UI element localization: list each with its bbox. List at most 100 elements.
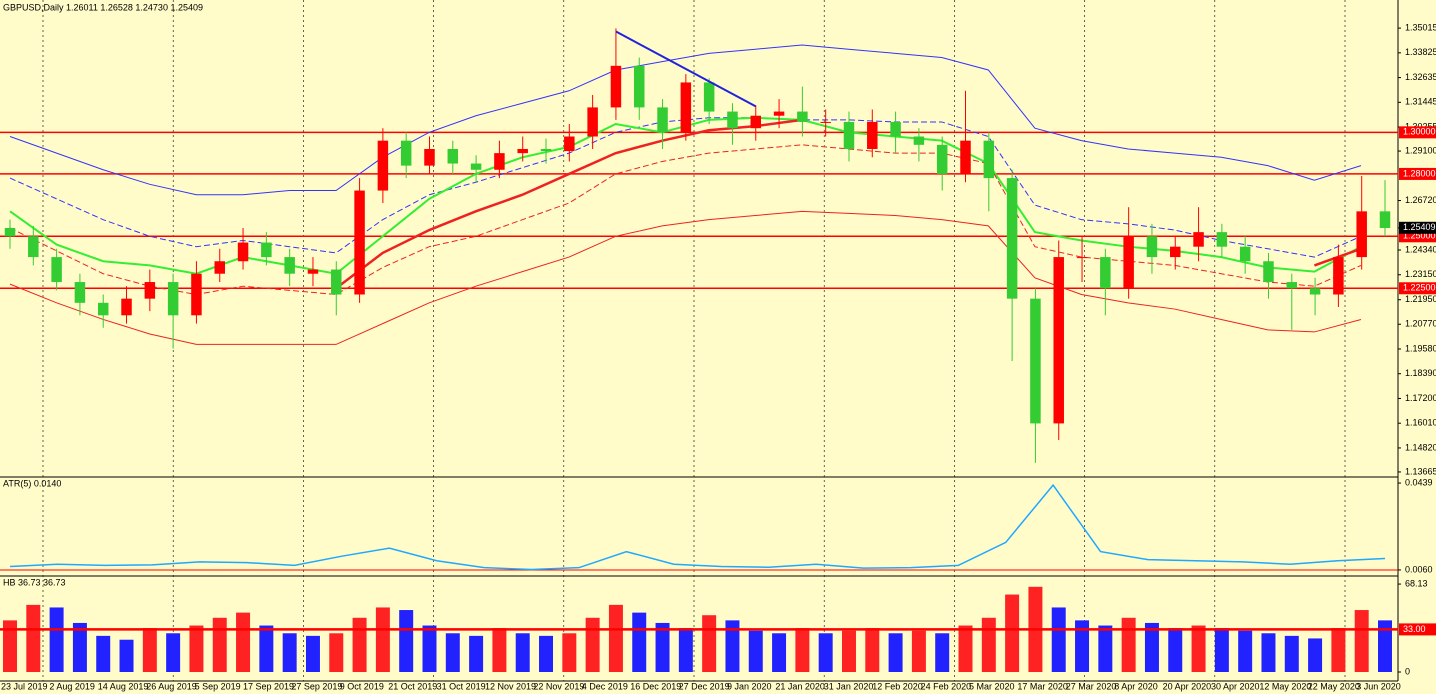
hb-bar xyxy=(96,635,111,672)
y-tick-label: 1.20770 xyxy=(1405,319,1436,329)
candle-body xyxy=(1123,236,1134,289)
y-tick-label: 1.13665 xyxy=(1405,466,1436,476)
indicator-line xyxy=(9,210,1362,345)
y-tick-label: 68.13 xyxy=(1405,578,1428,588)
candle-body xyxy=(494,153,505,170)
candle-body xyxy=(610,65,622,108)
hb-bar xyxy=(702,615,717,672)
hb-bar xyxy=(795,628,810,672)
hb-bar xyxy=(981,617,996,672)
x-tick-label: 12 May 2020 xyxy=(1259,681,1311,691)
x-tick-label: 31 Jan 2020 xyxy=(824,681,874,691)
candle-body xyxy=(843,121,855,149)
level-label: 1.30000 xyxy=(1403,127,1436,137)
hb-bar xyxy=(375,607,390,672)
candle-body xyxy=(97,302,109,316)
candle-body xyxy=(913,136,925,145)
x-tick-label: 31 Oct 2019 xyxy=(437,681,486,691)
candle-body xyxy=(1356,211,1367,258)
hb-bar xyxy=(772,633,787,672)
hb-bar xyxy=(1378,620,1392,672)
candle-body xyxy=(657,107,668,133)
candle-body xyxy=(960,140,971,174)
x-tick-label: 20 Apr 2020 xyxy=(1163,681,1212,691)
hb-bar xyxy=(26,604,41,672)
y-tick-label: 1.21950 xyxy=(1405,294,1436,304)
candle-body xyxy=(261,242,272,258)
hb-bar xyxy=(3,620,17,672)
indicator-line xyxy=(9,44,1362,196)
candle-body xyxy=(331,269,342,295)
pane-title: GBPUSD,Daily 1.26011 1.26528 1.24730 1.2… xyxy=(3,2,203,12)
x-tick-label: 27 Mar 2020 xyxy=(1066,681,1117,691)
pane-title: ATR(5) 0.0140 xyxy=(3,478,61,488)
level-label-box xyxy=(1399,167,1436,180)
hb-bar xyxy=(515,633,530,672)
level-label-box xyxy=(1399,623,1436,636)
hb-bar xyxy=(1191,625,1206,672)
candle-body xyxy=(540,148,552,152)
y-tick-label: 0.0439 xyxy=(1405,477,1433,487)
hb-bar xyxy=(1284,635,1299,672)
candle-body xyxy=(1239,246,1251,262)
candle-body xyxy=(284,257,295,274)
x-tick-label: 9 Oct 2019 xyxy=(340,681,384,691)
candle-body xyxy=(1263,261,1274,283)
x-tick-label: 21 Jan 2020 xyxy=(775,681,825,691)
level-label: 1.22500 xyxy=(1403,283,1436,293)
y-tick-label: 0.0060 xyxy=(1405,564,1433,574)
hb-bar xyxy=(1214,628,1229,672)
hb-bar xyxy=(305,635,320,672)
candle-body xyxy=(983,140,995,179)
y-tick-label: 1.31445 xyxy=(1405,97,1436,107)
hb-bar xyxy=(212,617,227,672)
candle-body xyxy=(773,111,785,116)
candle-body xyxy=(587,107,598,137)
candle-body xyxy=(1006,178,1018,299)
y-tick-label: 0 xyxy=(1405,666,1410,676)
hb-bar xyxy=(1168,628,1183,672)
candle-body xyxy=(1100,257,1111,289)
x-tick-label: 30 Apr 2020 xyxy=(1211,681,1260,691)
candle-body xyxy=(727,111,738,129)
y-tick-label: 1.29100 xyxy=(1405,145,1436,155)
atr-line xyxy=(9,483,1386,571)
hb-bar xyxy=(888,633,903,672)
candle-body xyxy=(144,282,156,299)
y-tick-label: 1.14820 xyxy=(1405,442,1436,452)
candle-body xyxy=(377,140,389,191)
candle-body xyxy=(1286,282,1298,289)
candle-body xyxy=(191,273,202,316)
x-tick-label: 16 Dec 2019 xyxy=(630,681,681,691)
y-tick-label: 1.35015 xyxy=(1405,22,1436,32)
candle-body xyxy=(167,282,179,316)
candle-body xyxy=(214,261,225,274)
x-tick-label: 3 Jun 2020 xyxy=(1356,681,1401,691)
hb-bar xyxy=(748,630,763,672)
candle-body xyxy=(447,148,459,164)
hb-bar xyxy=(1144,622,1159,672)
candle-body xyxy=(750,115,762,129)
candle-body xyxy=(470,163,482,170)
candle-body xyxy=(354,190,365,295)
candle-body xyxy=(121,298,132,316)
hb-bar xyxy=(1121,617,1136,672)
x-tick-label: 27 Dec 2019 xyxy=(679,681,730,691)
y-tick-label: 1.24340 xyxy=(1405,244,1436,254)
candle-body xyxy=(797,111,808,122)
candle-body xyxy=(1309,288,1321,295)
candle-body xyxy=(307,269,319,274)
hb-bar xyxy=(1331,628,1346,672)
candle-body xyxy=(703,82,715,112)
x-tick-label: 4 Dec 2019 xyxy=(582,681,628,691)
hb-bar xyxy=(865,628,880,672)
hb-bar xyxy=(119,639,134,672)
indicator-line xyxy=(9,144,1362,296)
x-tick-label: 26 Aug 2019 xyxy=(146,681,197,691)
hb-bar xyxy=(678,628,693,672)
x-tick-label: 9 Jan 2020 xyxy=(727,681,772,691)
hb-bar xyxy=(189,625,204,672)
pane-title: HB 36.73 36.73 xyxy=(3,577,66,587)
